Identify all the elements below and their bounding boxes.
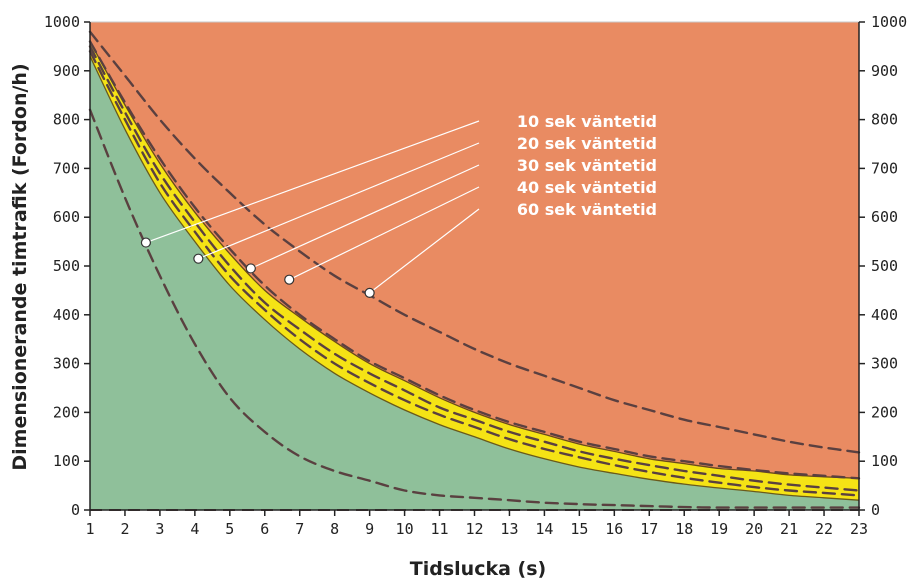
y-tick-label-right-1000: 1000: [871, 13, 907, 31]
y-tick-label-left-1000: 1000: [44, 13, 80, 31]
x-tick-label-8: 8: [330, 520, 339, 538]
zone-green: [90, 56, 859, 510]
y-tick-label-right-700: 700: [871, 159, 898, 177]
legend-marker-3: [245, 263, 256, 274]
y-tick-label-left-700: 700: [53, 159, 80, 177]
y-tick-label-left-100: 100: [53, 452, 80, 470]
x-tick-label-10: 10: [396, 520, 414, 538]
legend-label-3: 30 sek väntetid: [517, 156, 657, 175]
x-tick-label-22: 22: [815, 520, 833, 538]
y-tick-label-left-500: 500: [53, 257, 80, 275]
x-tick-label-1: 1: [85, 520, 94, 538]
y-tick-label-left-0: 0: [71, 501, 80, 519]
x-axis-title: Tidslucka (s): [410, 558, 546, 580]
x-tick-label-19: 19: [710, 520, 728, 538]
y-tick-label-right-800: 800: [871, 111, 898, 129]
legend-label-1: 10 sek väntetid: [517, 112, 657, 131]
x-tick-label-14: 14: [535, 520, 553, 538]
x-tick-label-15: 15: [570, 520, 588, 538]
legend-marker-1: [140, 237, 152, 248]
boundary-green-yellow: [89, 55, 860, 501]
y-axis-title: Dimensionerande timtrafik (Fordon/h): [9, 63, 31, 470]
legend-leader-2: [198, 142, 480, 260]
x-tick-label-12: 12: [465, 520, 483, 538]
x-tick-label-3: 3: [155, 520, 164, 538]
y-tick-label-right-0: 0: [871, 501, 880, 519]
legend-label-5: 60 sek väntetid: [517, 200, 657, 219]
x-tick-label-17: 17: [640, 520, 658, 538]
y-tick-label-right-100: 100: [871, 452, 898, 470]
series-curve-5: [88, 30, 861, 454]
y-tick-label-left-200: 200: [53, 403, 80, 421]
boundary-yellow-orange: [89, 41, 860, 479]
legend-label-2: 20 sek väntetid: [517, 134, 657, 153]
x-tick-label-6: 6: [260, 520, 269, 538]
legend-marker-2: [193, 253, 204, 264]
legend-leader-5: [369, 208, 480, 294]
x-tick-label-7: 7: [295, 520, 304, 538]
x-tick-label-21: 21: [780, 520, 798, 538]
legend-marker-5: [364, 287, 375, 298]
y-tick-label-right-300: 300: [871, 355, 898, 373]
y-tick-label-left-800: 800: [53, 111, 80, 129]
x-tick-label-5: 5: [225, 520, 234, 538]
y-tick-label-right-600: 600: [871, 208, 898, 226]
x-tick-label-18: 18: [675, 520, 693, 538]
y-tick-label-right-500: 500: [871, 257, 898, 275]
y-tick-label-left-600: 600: [53, 208, 80, 226]
legend-leader-3: [250, 164, 480, 269]
series-curve-1: [88, 108, 861, 509]
x-tick-label-11: 11: [431, 520, 449, 538]
y-tick-label-left-300: 300: [53, 355, 80, 373]
legend-leader-4: [288, 186, 480, 281]
plot-area: [88, 21, 861, 511]
y-axis-right: 0 100 200 300 400 500 600 700 800 900 1000: [858, 13, 907, 519]
series-curve-3: [88, 45, 861, 492]
x-axis: 1 2 3 4 5 6 7 8 9 10 11 12 13 14 15 16 17 18 19 20 21 22 23: [85, 509, 868, 538]
x-tick-label-23: 23: [850, 520, 868, 538]
x-tick-label-13: 13: [500, 520, 518, 538]
y-axis-left: 0 100 200 300 400 500 600 700 800 900 1000: [44, 13, 91, 519]
x-tick-label-16: 16: [605, 520, 623, 538]
x-tick-label-20: 20: [745, 520, 763, 538]
x-tick-label-2: 2: [120, 520, 129, 538]
legend-label-4: 40 sek väntetid: [517, 178, 657, 197]
legend: 10 sek väntetid 20 sek väntetid 30 sek vän…: [140, 112, 657, 298]
series-curve-4: [88, 40, 861, 480]
legend-leader-1: [145, 120, 480, 244]
x-tick-label-4: 4: [190, 520, 199, 538]
series-curve-2: [88, 50, 861, 497]
y-tick-label-right-400: 400: [871, 306, 898, 324]
legend-marker-4: [284, 274, 295, 285]
x-tick-label-9: 9: [365, 520, 374, 538]
y-tick-label-right-900: 900: [871, 62, 898, 80]
y-tick-label-left-400: 400: [53, 306, 80, 324]
y-tick-label-left-900: 900: [53, 62, 80, 80]
y-tick-label-right-200: 200: [871, 403, 898, 421]
